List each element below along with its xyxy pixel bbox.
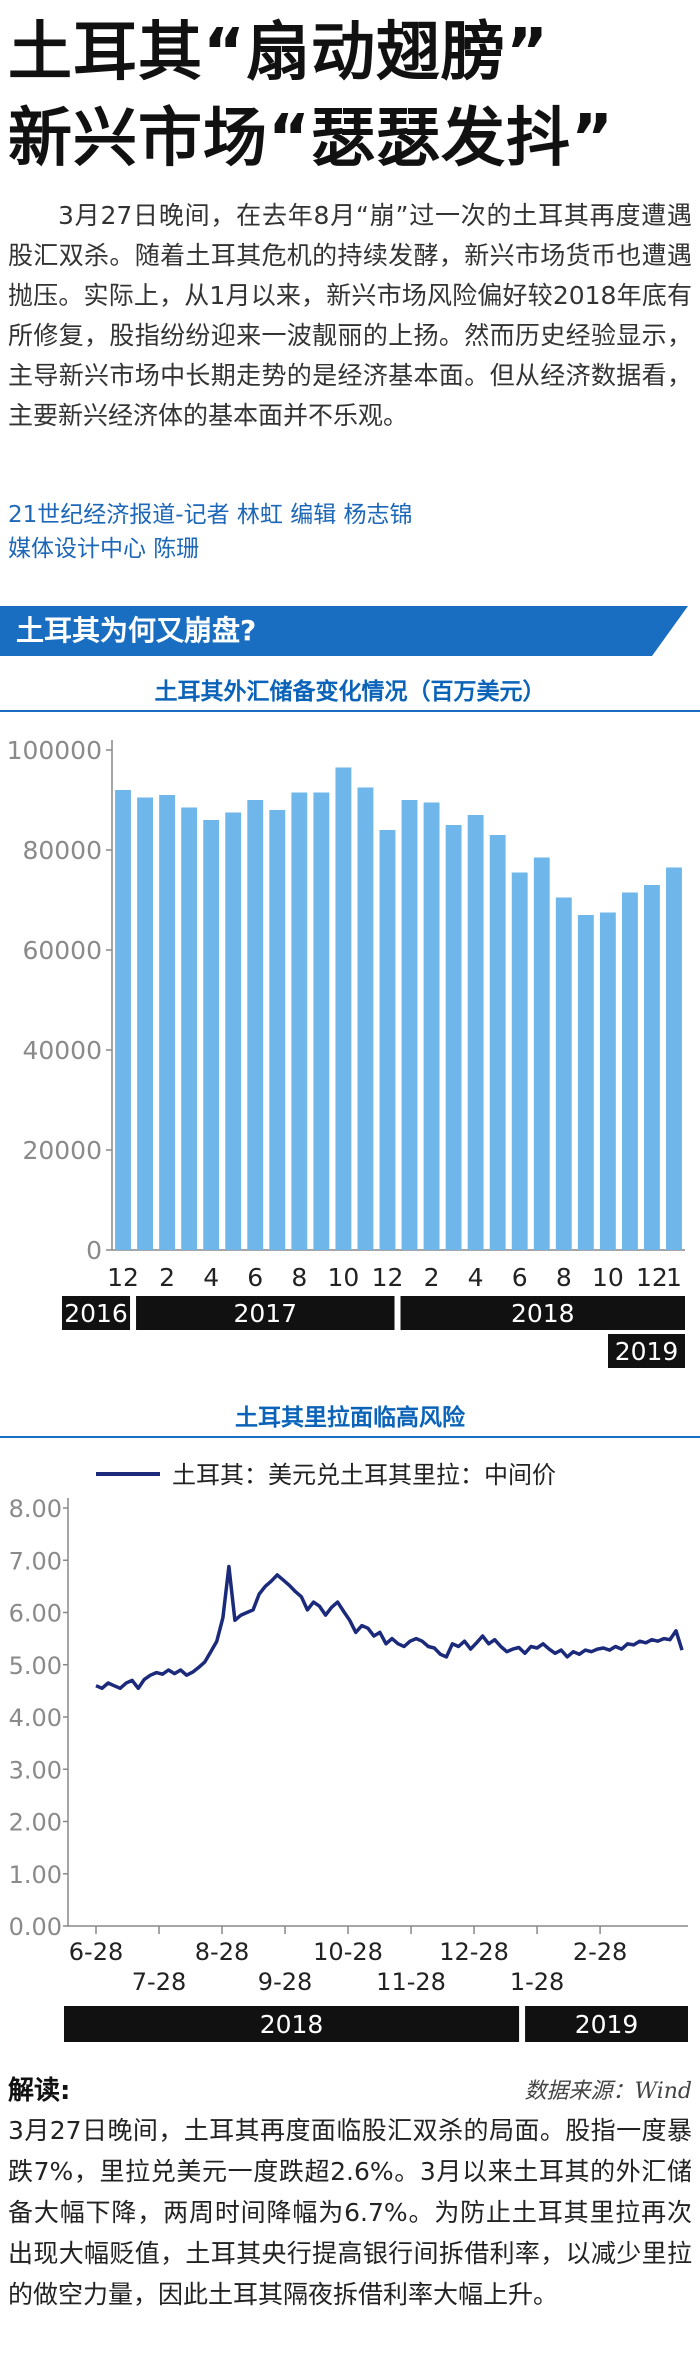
x-tick-label: 2 — [159, 1263, 175, 1292]
bar — [644, 885, 660, 1250]
bar — [445, 825, 462, 1250]
y-tick-label: 4.00 — [9, 1704, 62, 1732]
lira-series-line — [95, 1564, 684, 1691]
bar — [291, 792, 308, 1250]
year-band-2018 — [64, 2006, 520, 2042]
byline-designer: 媒体设计中心 陈珊 — [8, 536, 200, 562]
bar — [621, 892, 638, 1250]
x-tick-label: 10 — [592, 1263, 624, 1292]
lira-chart-title: 土耳其里拉面临高风险 — [235, 1405, 465, 1431]
section-title: 土耳其为何又崩盘? — [16, 614, 257, 647]
headline-line-2: 新兴市场“瑟瑟发抖” — [8, 102, 615, 176]
bar — [335, 767, 352, 1250]
bar — [401, 800, 418, 1250]
year-label: 2019 — [615, 1337, 679, 1366]
reserves-chart-title: 土耳其外汇储备变化情况（百万美元） — [154, 679, 546, 705]
year-band-2018 — [400, 1296, 685, 1330]
y-tick-label: 7.00 — [9, 1547, 62, 1575]
headline-line-1: 土耳其“扇动翅膀” — [8, 16, 550, 90]
legend-label: 土耳其：美元兑土耳其里拉：中间价 — [172, 1461, 556, 1489]
bar — [423, 802, 440, 1250]
x-tick-label: 8 — [556, 1263, 572, 1292]
headline: 土耳其“扇动翅膀” 新兴市场“瑟瑟发抖” — [8, 10, 692, 182]
bar — [115, 790, 131, 1250]
x-tick-label: 6 — [512, 1263, 528, 1292]
byline-reporter: 21世纪经济报道-记者 林虹 编辑 杨志锦 — [8, 502, 413, 528]
x-tick-label: 10-28 — [313, 1938, 383, 1966]
x-tick-label: 12-28 — [439, 1938, 509, 1966]
x-tick-label: 4 — [468, 1263, 484, 1292]
analysis-paragraph: 3月27日晚间，土耳其再度面临股汇双杀的局面。股指一度暴跌7%，里拉兑美元一度跌… — [8, 2116, 692, 2309]
bar — [511, 872, 528, 1250]
year-band-2017 — [136, 1296, 395, 1330]
x-tick-label: 1 — [666, 1263, 682, 1292]
year-band-2016 — [62, 1296, 131, 1330]
reserves-chart-top-rule — [0, 710, 700, 712]
y-tick-label: 3.00 — [9, 1756, 62, 1784]
year-label: 2018 — [260, 2010, 324, 2039]
data-source: 数据来源：Wind — [524, 2079, 692, 2104]
bar — [181, 807, 198, 1250]
year-band-2019 — [525, 2006, 688, 2042]
bar — [159, 795, 176, 1250]
bar — [555, 897, 572, 1250]
year-label: 2016 — [64, 1299, 128, 1328]
analysis-label: 解读: — [8, 2076, 71, 2106]
x-tick-label: 11-28 — [376, 1968, 446, 1996]
x-tick-label: 2-28 — [573, 1938, 627, 1966]
lira-line-chart: 土耳其：美元兑土耳其里拉：中间价 0.00 1.00 2.00 3.00 4.00 5.00… — [9, 1461, 688, 2042]
year-label: 2019 — [575, 2010, 639, 2039]
x-tick-label: 12 — [372, 1263, 404, 1292]
bar — [577, 915, 594, 1250]
x-tick-label: 7-28 — [132, 1968, 186, 1996]
bar — [247, 800, 264, 1250]
y-tick-label: 20000 — [22, 1136, 102, 1165]
x-tick-label: 4 — [203, 1263, 219, 1292]
x-tick-label: 8-28 — [195, 1938, 249, 1966]
bar — [489, 835, 506, 1250]
x-tick-label: 1-28 — [510, 1968, 564, 1996]
bar — [203, 820, 220, 1250]
x-tick-label: 6 — [247, 1263, 263, 1292]
x-tick-label: 2 — [424, 1263, 440, 1292]
intro-paragraph: 3月27日晚间，在去年8月“崩”过一次的土耳其再度遭遇股汇双杀。随着土耳其危机的… — [8, 201, 692, 430]
y-tick-label: 40000 — [22, 1036, 102, 1065]
bar — [269, 810, 286, 1250]
bar — [467, 815, 484, 1250]
year-band-2019 — [608, 1334, 685, 1368]
section-banner-shape — [0, 606, 688, 656]
y-tick-label: 6.00 — [9, 1600, 62, 1628]
y-tick-label: 100000 — [7, 736, 102, 765]
bar — [533, 857, 550, 1250]
y-tick-label: 1.00 — [9, 1861, 62, 1889]
bar — [313, 792, 330, 1250]
section-banner — [0, 606, 700, 656]
x-tick-label: 12 — [636, 1263, 668, 1292]
y-tick-label: 0 — [86, 1236, 102, 1265]
bar — [137, 797, 153, 1250]
x-tick-label: 6-28 — [69, 1938, 123, 1966]
year-label: 2017 — [233, 1299, 297, 1328]
y-tick-label: 2.00 — [9, 1809, 62, 1837]
bar — [666, 867, 682, 1250]
bar — [599, 912, 616, 1250]
x-tick-label: 9-28 — [258, 1968, 312, 1996]
x-tick-label: 10 — [327, 1263, 359, 1292]
y-tick-label: 60000 — [22, 936, 102, 965]
bar — [357, 787, 374, 1250]
x-tick-label: 8 — [291, 1263, 307, 1292]
year-label: 2018 — [511, 1299, 575, 1328]
bar — [379, 830, 396, 1250]
x-tick-label: 12 — [107, 1263, 139, 1292]
y-tick-label: 5.00 — [9, 1652, 62, 1680]
byline: 21世纪经济报道-记者 林虹 编辑 杨志锦 媒体设计中心 陈珊 — [8, 498, 692, 566]
y-tick-label: 8.00 — [9, 1495, 62, 1523]
y-tick-label: 80000 — [22, 836, 102, 865]
y-tick-label: 0.00 — [9, 1913, 62, 1941]
bar — [225, 812, 242, 1250]
lira-chart-top-rule — [0, 1436, 700, 1438]
